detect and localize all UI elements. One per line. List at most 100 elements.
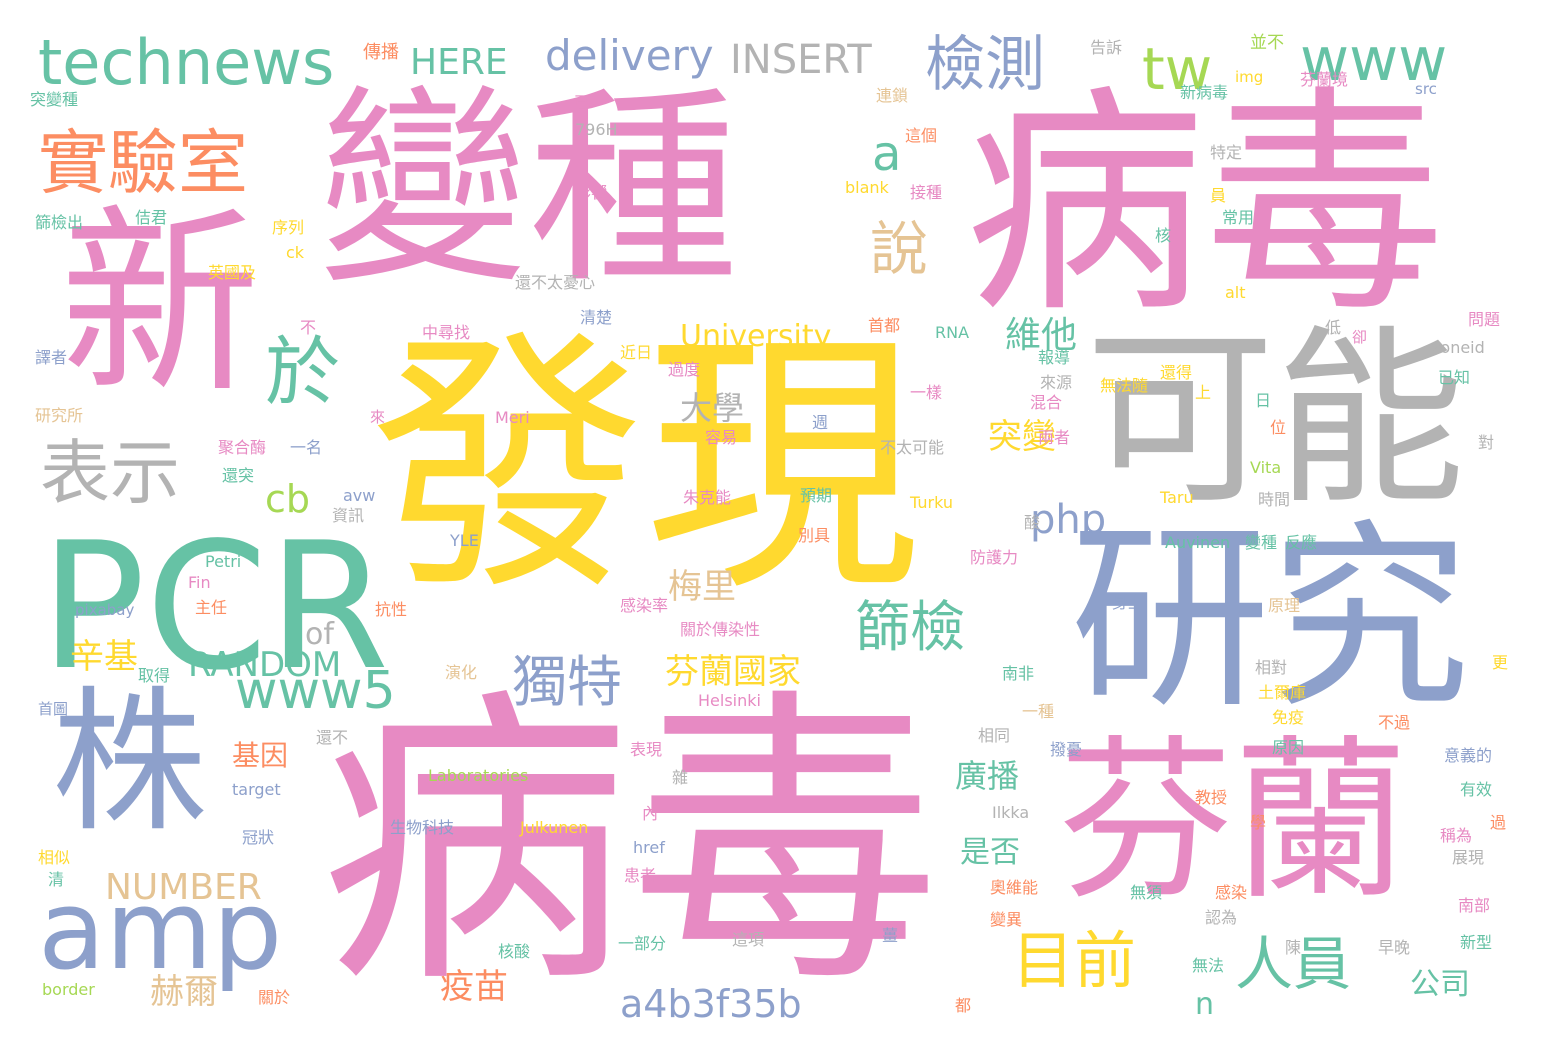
cloud-word: 突變種 — [30, 90, 79, 109]
cloud-word: 篩檢出 — [35, 213, 84, 232]
cloud-word: 常用 — [1222, 208, 1255, 227]
cloud-word: 首圖 — [38, 700, 69, 718]
cloud-word: 並不 — [1250, 33, 1284, 53]
cloud-word: Fin — [188, 573, 211, 592]
cloud-word: 表示 — [40, 432, 180, 514]
cloud-word: 陳 — [1285, 938, 1302, 957]
cloud-word: 還不太憂心 — [515, 273, 596, 292]
cloud-word: img — [1235, 68, 1264, 86]
cloud-word: 相似 — [38, 848, 71, 867]
cloud-word: 朱克能 — [683, 488, 732, 507]
cloud-word: a4b3f35b — [620, 982, 802, 1026]
cloud-word: Laboratories — [428, 766, 529, 785]
cloud-word: 辛基 — [70, 637, 138, 677]
cloud-word: 意義的 — [1444, 746, 1493, 765]
cloud-word: delivery — [545, 31, 714, 80]
cloud-word: 抗性 — [375, 600, 408, 619]
cloud-word: YLE — [450, 531, 479, 550]
cloud-word: 變異 — [990, 910, 1023, 929]
cloud-word: cb — [265, 477, 311, 521]
cloud-word: 一部分 — [618, 934, 667, 953]
cloud-word: 南非 — [1002, 664, 1035, 683]
cloud-word: 還不 — [316, 728, 349, 747]
cloud-word: 檢測 — [925, 30, 1045, 100]
cloud-word: alt — [1225, 283, 1246, 302]
cloud-word: 反應 — [1285, 533, 1318, 552]
cloud-word: 清 — [48, 870, 65, 889]
cloud-word: www — [1300, 25, 1448, 95]
cloud-word: 學 — [1250, 813, 1267, 832]
cloud-word: 生物科技 — [390, 818, 455, 837]
cloud-word: Auvinen — [1165, 533, 1231, 552]
cloud-word: zoneid — [1432, 338, 1485, 357]
cloud-word: 無法隨 — [1100, 376, 1149, 395]
cloud-word: 變種 — [1245, 533, 1278, 552]
cloud-word: 來 — [370, 408, 386, 426]
cloud-word: 於 — [265, 328, 341, 416]
cloud-word: 土爾庫 — [1258, 683, 1307, 702]
cloud-word: technews — [38, 26, 335, 99]
cloud-word: HERE — [410, 42, 508, 83]
cloud-word: 人員 — [1235, 930, 1352, 998]
cloud-word: 過 — [1490, 813, 1507, 832]
cloud-word: 近日 — [620, 343, 653, 362]
cloud-word: 新型 — [1460, 933, 1493, 952]
cloud-word: tw — [1142, 35, 1213, 103]
cloud-word: 病毒 — [320, 664, 940, 1025]
cloud-word: 首都 — [868, 316, 901, 335]
cloud-word: 疫苗 — [440, 967, 508, 1007]
cloud-word: 位 — [1270, 418, 1287, 437]
cloud-word: 研究所 — [35, 406, 84, 425]
cloud-word: 關於 — [258, 988, 291, 1007]
cloud-word: border — [42, 980, 95, 999]
cloud-word: 新 — [60, 188, 261, 421]
cloud-word: 譯者 — [35, 348, 68, 367]
cloud-word: RNA — [935, 323, 970, 342]
cloud-word: Taru — [1160, 488, 1194, 507]
cloud-word: 傳播 — [363, 42, 399, 63]
cloud-word: Helsinki — [698, 691, 761, 710]
cloud-word: 特定 — [1210, 143, 1243, 162]
cloud-word: 不 — [300, 318, 317, 337]
cloud-word: 說 — [870, 215, 929, 283]
cloud-word: 問題 — [1468, 310, 1501, 329]
cloud-word: pixabay — [75, 601, 135, 619]
cloud-word: 已知 — [1438, 368, 1471, 387]
cloud-word: of — [305, 617, 334, 652]
cloud-word: 酸 — [1024, 513, 1041, 532]
cloud-word: 無法 — [1192, 956, 1225, 975]
cloud-word: 稱為 — [1440, 826, 1473, 845]
cloud-word: 更 — [1492, 653, 1509, 672]
cloud-word: 中尋找 — [422, 323, 471, 342]
cloud-word: 還突 — [222, 466, 255, 485]
cloud-word: href — [633, 838, 665, 857]
cloud-word: 這個 — [905, 126, 938, 145]
cloud-word: 關於傳染性 — [680, 620, 761, 639]
cloud-word: 原因 — [1272, 738, 1305, 757]
cloud-word: 影響 — [575, 183, 608, 202]
cloud-word: RANDOM — [188, 645, 342, 685]
cloud-word: 這項 — [732, 930, 765, 949]
cloud-word: 序列 — [272, 218, 305, 237]
cloud-word: 員 — [1210, 186, 1227, 205]
cloud-word: 核 — [1155, 226, 1172, 245]
cloud-word: Turku — [910, 493, 953, 512]
cloud-word: Ilkka — [992, 803, 1030, 822]
cloud-word: 病毒 — [965, 65, 1446, 345]
cloud-word: 接種 — [910, 183, 943, 202]
cloud-word: 南部 — [1458, 896, 1491, 915]
cloud-word: 兩者 — [1038, 428, 1071, 447]
cloud-word: 聚合酶 — [218, 438, 267, 457]
cloud-word: n — [1195, 987, 1215, 1022]
cloud-word: 主任 — [195, 598, 228, 617]
cloud-word: target — [232, 780, 281, 799]
cloud-word: 資訊 — [332, 506, 365, 525]
cloud-word: ck — [286, 243, 305, 262]
cloud-word: 身上 — [1112, 593, 1145, 612]
cloud-word: amp — [38, 866, 283, 994]
cloud-word: Vita — [1250, 458, 1282, 477]
cloud-word: 還得 — [1160, 363, 1193, 382]
cloud-word: 對 — [1478, 433, 1495, 452]
cloud-word: 一種 — [1022, 702, 1055, 721]
